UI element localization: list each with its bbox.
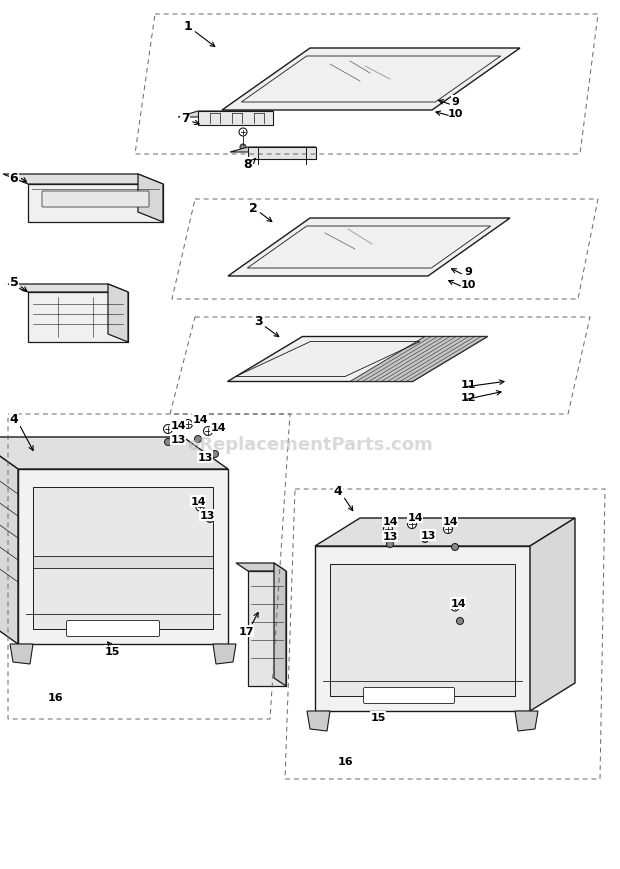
- Circle shape: [407, 520, 417, 529]
- Text: 14: 14: [442, 516, 458, 527]
- Text: 11: 11: [460, 380, 476, 389]
- Polygon shape: [307, 711, 330, 731]
- Polygon shape: [8, 285, 128, 293]
- Text: 1: 1: [184, 19, 192, 32]
- Text: 13: 13: [197, 453, 213, 462]
- Polygon shape: [236, 563, 286, 571]
- Text: 14: 14: [210, 422, 226, 433]
- FancyBboxPatch shape: [42, 192, 149, 208]
- Text: 14: 14: [190, 496, 206, 507]
- Polygon shape: [28, 185, 163, 222]
- Polygon shape: [18, 469, 228, 644]
- Text: 14: 14: [192, 415, 208, 425]
- Polygon shape: [108, 285, 128, 342]
- Circle shape: [206, 516, 213, 523]
- Polygon shape: [0, 437, 228, 469]
- Text: 17: 17: [238, 627, 254, 636]
- Text: 13: 13: [383, 531, 397, 541]
- Circle shape: [203, 427, 213, 436]
- Polygon shape: [315, 547, 530, 711]
- Circle shape: [240, 145, 246, 151]
- Text: 14: 14: [170, 421, 186, 430]
- FancyBboxPatch shape: [363, 687, 454, 704]
- Polygon shape: [0, 437, 18, 644]
- Text: 9: 9: [464, 267, 472, 276]
- Text: 5: 5: [10, 276, 19, 289]
- Text: eReplacementParts.com: eReplacementParts.com: [187, 435, 433, 454]
- Circle shape: [443, 525, 453, 534]
- Text: 4: 4: [10, 413, 19, 426]
- Text: 14: 14: [407, 513, 423, 522]
- Circle shape: [211, 451, 218, 458]
- Circle shape: [451, 603, 459, 611]
- Circle shape: [451, 544, 459, 551]
- Circle shape: [239, 129, 247, 136]
- Polygon shape: [530, 519, 575, 711]
- Polygon shape: [28, 293, 128, 342]
- Text: 13: 13: [199, 510, 215, 521]
- Polygon shape: [248, 148, 316, 160]
- Circle shape: [164, 425, 172, 434]
- Polygon shape: [330, 564, 515, 696]
- Circle shape: [386, 541, 394, 547]
- Polygon shape: [3, 175, 163, 185]
- Text: 6: 6: [10, 171, 19, 184]
- Circle shape: [422, 536, 428, 543]
- Polygon shape: [274, 563, 286, 687]
- Circle shape: [456, 618, 464, 625]
- Text: 14: 14: [450, 599, 466, 608]
- Circle shape: [384, 525, 392, 534]
- Text: 12: 12: [460, 393, 476, 402]
- Text: 4: 4: [334, 485, 342, 498]
- Polygon shape: [228, 337, 487, 382]
- Polygon shape: [350, 337, 487, 382]
- Circle shape: [196, 503, 204, 512]
- Text: 15: 15: [104, 647, 120, 656]
- Text: 2: 2: [249, 202, 257, 215]
- Polygon shape: [10, 644, 33, 664]
- Text: 10: 10: [447, 109, 463, 119]
- Text: 7: 7: [180, 111, 189, 124]
- Polygon shape: [222, 49, 520, 111]
- Polygon shape: [178, 112, 273, 118]
- Text: 15: 15: [370, 713, 386, 722]
- Polygon shape: [33, 556, 213, 568]
- Polygon shape: [213, 644, 236, 664]
- Polygon shape: [198, 112, 273, 126]
- Polygon shape: [315, 519, 575, 547]
- Polygon shape: [33, 488, 213, 629]
- Text: 16: 16: [337, 756, 353, 766]
- Circle shape: [195, 436, 202, 443]
- Polygon shape: [138, 175, 163, 222]
- Text: 9: 9: [451, 96, 459, 107]
- Text: 13: 13: [420, 530, 436, 541]
- Circle shape: [164, 439, 172, 446]
- Text: 14: 14: [382, 516, 398, 527]
- Polygon shape: [230, 148, 316, 153]
- Text: 3: 3: [254, 315, 262, 328]
- Text: 16: 16: [47, 693, 63, 702]
- Text: 10: 10: [460, 280, 476, 289]
- Text: 8: 8: [244, 158, 252, 171]
- FancyBboxPatch shape: [66, 620, 159, 637]
- Text: 13: 13: [170, 434, 185, 444]
- Circle shape: [184, 420, 192, 429]
- Polygon shape: [248, 571, 286, 687]
- Polygon shape: [515, 711, 538, 731]
- Polygon shape: [228, 219, 510, 276]
